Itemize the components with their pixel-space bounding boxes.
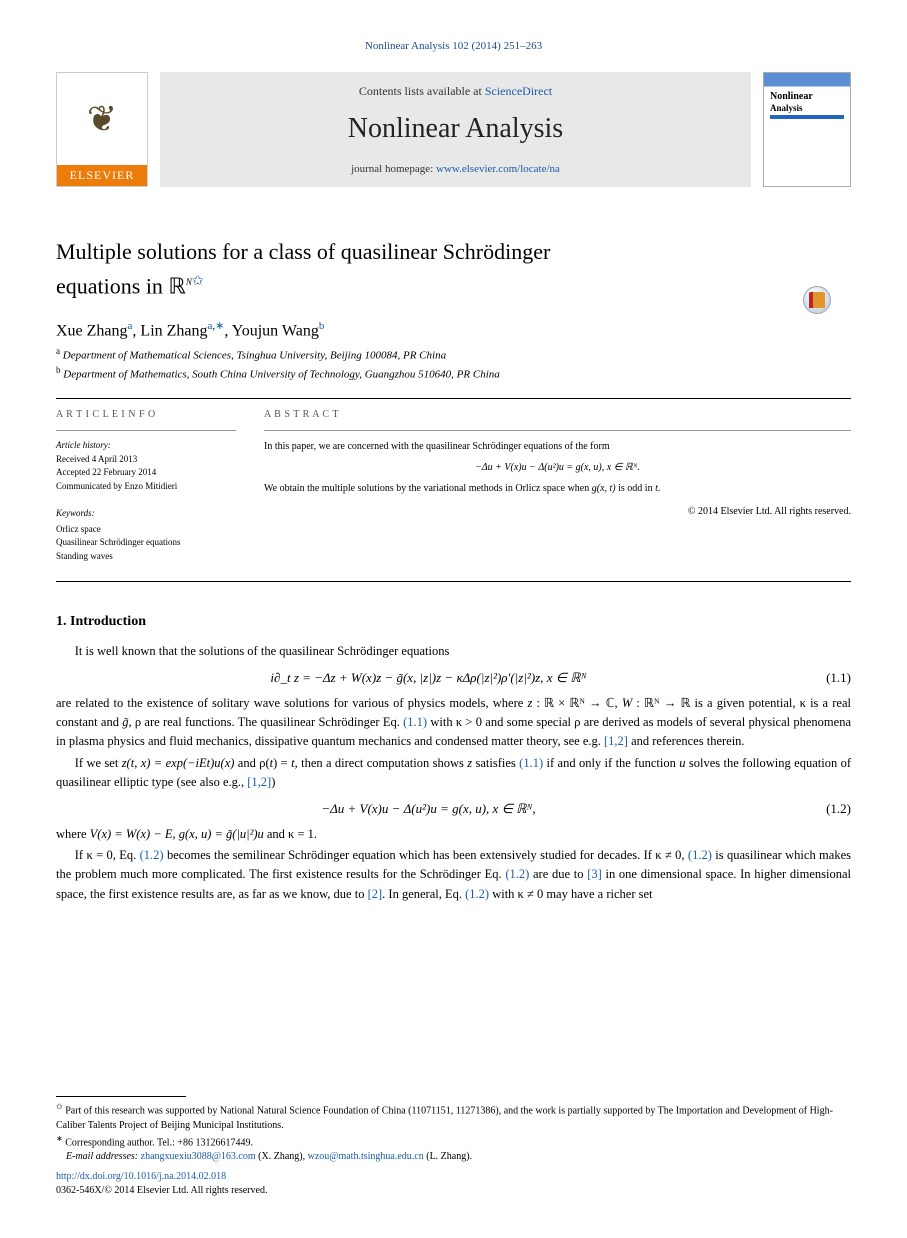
eqref-1-2[interactable]: (1.2) <box>688 848 712 862</box>
received-date: Received 4 April 2013 <box>56 453 236 467</box>
affil-b-link[interactable]: b <box>319 320 325 332</box>
email-link-2[interactable]: wzou@math.tsinghua.edu.cn <box>308 1151 424 1162</box>
abstract-header: A B S T R A C T <box>264 407 851 422</box>
elsevier-logo[interactable]: ❦ ELSEVIER <box>56 72 148 187</box>
cite-2[interactable]: [2] <box>368 887 383 901</box>
journal-title: Nonlinear Analysis <box>348 113 563 145</box>
title-footnote-link[interactable]: ✩ <box>192 274 204 289</box>
cite-1-2[interactable]: [1,2] <box>604 734 628 748</box>
abstract: A B S T R A C T In this paper, we are co… <box>264 407 851 563</box>
issn-line: 0362-546X/© 2014 Elsevier Ltd. All right… <box>56 1184 851 1198</box>
affil-a-link-2[interactable]: a <box>208 320 213 332</box>
doi-link[interactable]: http://dx.doi.org/10.1016/j.na.2014.02.0… <box>56 1171 226 1182</box>
copyright: © 2014 Elsevier Ltd. All rights reserved… <box>264 504 851 519</box>
divider <box>56 581 851 582</box>
journal-homepage-link[interactable]: www.elsevier.com/locate/na <box>436 163 560 175</box>
eqref-1-1[interactable]: (1.1) <box>403 715 427 729</box>
running-header: Nonlinear Analysis 102 (2014) 251–263 <box>56 40 851 52</box>
journal-cover-thumb[interactable]: Nonlinear Analysis <box>763 72 851 187</box>
eqref-1-2[interactable]: (1.2) <box>465 887 489 901</box>
keyword: Quasilinear Schrödinger equations <box>56 536 236 550</box>
divider <box>56 398 851 399</box>
footnote-emails: E-mail addresses: zhangxuexiu3088@163.co… <box>56 1150 851 1164</box>
abstract-equation: −Δu + V(x)u − Δ(u²)u = g(x, u), x ∈ ℝᴺ. <box>264 460 851 475</box>
eqref-1-1[interactable]: (1.1) <box>519 756 543 770</box>
article-info-header: A R T I C L E I N F O <box>56 407 236 422</box>
introduction-text: It is well known that the solutions of t… <box>56 642 851 904</box>
crossmark-icon[interactable] <box>803 286 831 314</box>
cite-1-2[interactable]: [1,2] <box>247 775 271 789</box>
footnotes: ✩ Part of this research was supported by… <box>56 1096 851 1198</box>
footnote-corresponding: ∗ Corresponding author. Tel.: +86 131266… <box>56 1133 851 1150</box>
eqref-1-2[interactable]: (1.2) <box>140 848 164 862</box>
keyword: Standing waves <box>56 550 236 564</box>
section-heading: 1. Introduction <box>56 614 851 630</box>
accepted-date: Accepted 22 February 2014 <box>56 466 236 480</box>
elsevier-brand-text: ELSEVIER <box>57 165 147 186</box>
equation-1-1: i∂_t z = −Δz + W(x)z − g̃(x, |z|)z − κΔρ… <box>56 670 851 686</box>
running-header-link[interactable]: Nonlinear Analysis 102 (2014) 251–263 <box>365 40 542 52</box>
abstract-text: In this paper, we are concerned with the… <box>264 439 851 454</box>
eqref-1-2[interactable]: (1.2) <box>505 867 529 881</box>
keyword: Orlicz space <box>56 523 236 537</box>
elsevier-tree-icon: ❦ <box>57 73 147 165</box>
journal-banner: ❦ ELSEVIER Contents lists available at S… <box>56 72 851 187</box>
article-title: Multiple solutions for a class of quasil… <box>56 237 851 301</box>
email-link-1[interactable]: zhangxuexiu3088@163.com <box>141 1151 256 1162</box>
sciencedirect-link[interactable]: ScienceDirect <box>485 84 552 98</box>
contents-line: Contents lists available at ScienceDirec… <box>359 84 552 99</box>
banner-center: Contents lists available at ScienceDirec… <box>160 72 751 187</box>
cite-3[interactable]: [3] <box>587 867 602 881</box>
article-info: A R T I C L E I N F O Article history: R… <box>56 407 236 563</box>
doi-line: http://dx.doi.org/10.1016/j.na.2014.02.0… <box>56 1170 851 1184</box>
affiliation-a: a Department of Mathematical Sciences, T… <box>56 346 851 362</box>
affiliation-b: b Department of Mathematics, South China… <box>56 365 851 381</box>
footnote-funding: ✩ Part of this research was supported by… <box>56 1101 851 1132</box>
keywords-header: Keywords: <box>56 507 236 521</box>
corresponding-link[interactable]: ∗ <box>215 320 224 332</box>
homepage-line: journal homepage: www.elsevier.com/locat… <box>351 163 560 175</box>
abstract-text: We obtain the multiple solutions by the … <box>264 481 851 496</box>
communicated-by: Communicated by Enzo Mitidieri <box>56 480 236 494</box>
authors: Xue Zhanga, Lin Zhanga,∗, Youjun Wangb <box>56 319 851 340</box>
equation-1-2: −Δu + V(x)u − Δ(u²)u = g(x, u), x ∈ ℝᴺ, … <box>56 801 851 817</box>
history-header: Article history: <box>56 439 236 453</box>
